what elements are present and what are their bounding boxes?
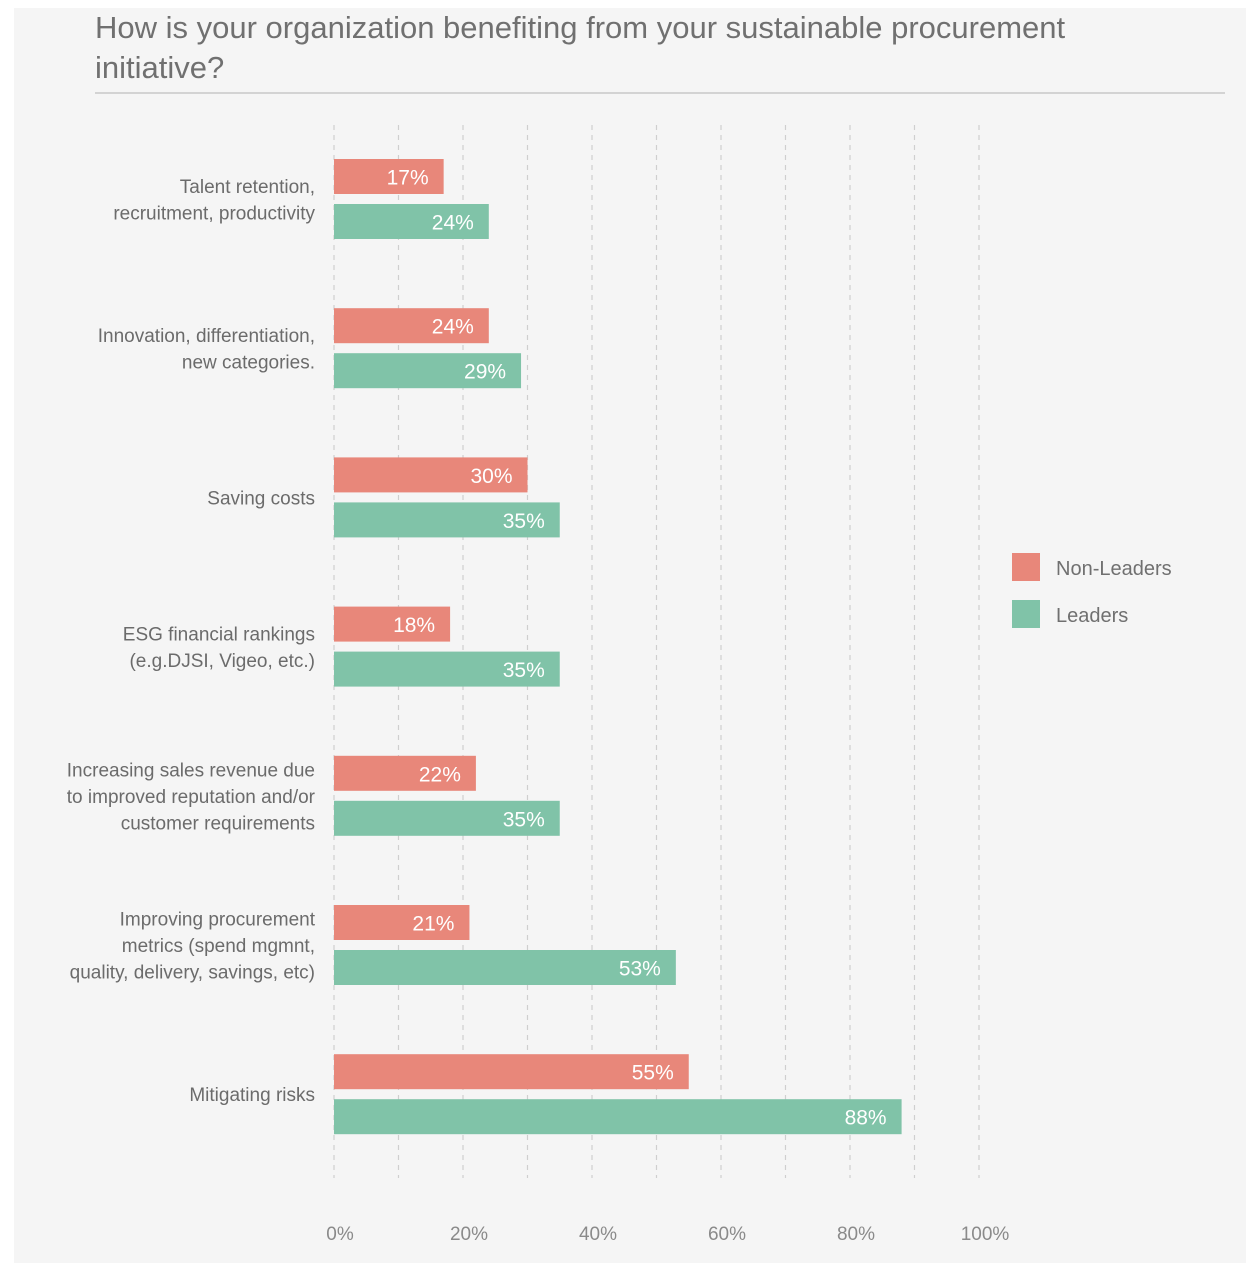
bar-non-leaders (334, 606, 451, 642)
x-tick-label: 80% (837, 1224, 875, 1245)
title-divider (95, 92, 1225, 94)
data-label: 55% (632, 1062, 674, 1085)
category-label: Mitigating risks (189, 1085, 315, 1106)
chart-panel (14, 8, 1246, 1263)
x-tick-label: 20% (450, 1224, 488, 1245)
data-label: 22% (419, 763, 461, 786)
x-tick-label: 0% (326, 1224, 354, 1245)
bar-non-leaders (334, 755, 476, 791)
data-label: 18% (393, 614, 435, 637)
category-label: Improving procurement metrics (spend mgmn… (70, 910, 316, 984)
category-label: Saving costs (207, 488, 315, 509)
x-tick-label: 100% (961, 1224, 1010, 1245)
data-label: 17% (387, 167, 429, 190)
data-label: 24% (432, 212, 474, 235)
data-label: 21% (412, 913, 454, 936)
bar-non-leaders (334, 457, 528, 493)
data-label: 30% (470, 465, 512, 488)
bar-non-leaders (334, 1054, 689, 1090)
data-label: 29% (464, 361, 506, 384)
data-label: 35% (503, 808, 545, 831)
data-label: 35% (503, 659, 545, 682)
bar-leaders (334, 353, 522, 389)
bar-leaders (334, 1099, 902, 1135)
bar-leaders (334, 502, 560, 538)
bar-leaders (334, 651, 560, 687)
chart-title: How is your organization benefiting from… (95, 10, 1066, 85)
data-label: 24% (432, 316, 474, 339)
bar-leaders (334, 204, 489, 239)
bar-non-leaders (334, 905, 470, 940)
category-label: Talent retention, recruitment, productivi… (113, 177, 315, 225)
bar-non-leaders (334, 308, 489, 344)
category-label: Innovation, differentiation, new categori… (98, 326, 315, 374)
data-label: 88% (845, 1107, 887, 1130)
bar-leaders (334, 950, 676, 985)
legend-label: Non-Leaders (1056, 558, 1172, 580)
legend-label: Leaders (1056, 605, 1128, 627)
bar-leaders (334, 800, 560, 836)
category-label: Increasing sales revenue due to improved … (67, 760, 316, 834)
legend-swatch-non-leaders (1012, 553, 1040, 581)
x-tick-label: 60% (708, 1224, 746, 1245)
legend-swatch-leaders (1012, 600, 1040, 628)
category-label: ESG financial rankings (e.g.DJSI, Vigeo, … (123, 624, 315, 672)
bar-non-leaders (334, 159, 444, 194)
x-tick-label: 40% (579, 1224, 617, 1245)
data-label: 35% (503, 510, 545, 533)
data-label: 53% (619, 958, 661, 981)
